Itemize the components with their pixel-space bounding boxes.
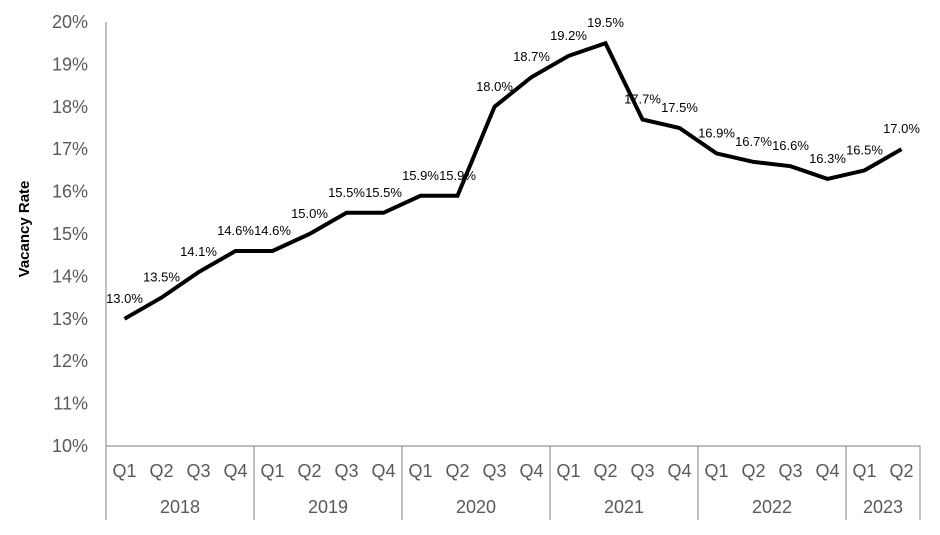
x-tick-label: Q2 <box>889 461 913 481</box>
data-label: 19.5% <box>587 15 624 30</box>
data-labels: 13.0%13.5%14.1%14.6% 14.6%15.0%15.5% 15.5%… <box>106 15 920 306</box>
y-tick-label: 10% <box>52 436 88 456</box>
y-tick-label: 14% <box>52 266 88 286</box>
x-tick-label: Q1 <box>112 461 136 481</box>
data-label: 17.5% <box>661 100 698 115</box>
year-label: 2018 <box>160 497 200 517</box>
x-tick-label: Q3 <box>778 461 802 481</box>
data-label: 18.7% <box>513 49 550 64</box>
x-tick-label: Q2 <box>593 461 617 481</box>
y-tick-label: 12% <box>52 351 88 371</box>
x-tick-label: Q1 <box>852 461 876 481</box>
data-label: 19.2% <box>550 28 587 43</box>
y-tick-label: 11% <box>53 394 88 414</box>
x-tick-label: Q4 <box>815 461 839 481</box>
x-tick-label: Q1 <box>260 461 284 481</box>
series-line <box>123 40 903 321</box>
y-tick-label: 19% <box>52 54 88 74</box>
y-tick-label: 17% <box>52 139 88 159</box>
x-tick-label: Q4 <box>371 461 395 481</box>
data-label: 17.0% <box>883 121 920 136</box>
data-label: 16.3% <box>809 151 846 166</box>
x-tick-label: Q3 <box>186 461 210 481</box>
x-tick-label: Q2 <box>445 461 469 481</box>
x-tick-label: Q1 <box>408 461 432 481</box>
data-label: 15.9% <box>402 168 439 183</box>
data-label: 15.0% <box>291 206 328 221</box>
y-tick-label: 20% <box>52 12 88 32</box>
x-tick-label: Q3 <box>630 461 654 481</box>
year-label: 2022 <box>752 497 792 517</box>
year-label: 2021 <box>604 497 644 517</box>
data-label: 14.6% <box>217 223 254 238</box>
x-tick-label: Q2 <box>297 461 321 481</box>
x-tick-label: Q3 <box>482 461 506 481</box>
x-axis-ticks: Q1 Q2 Q3 Q4 Q1 Q2 Q3 Q4 Q1 Q2 Q3 Q4 Q1 Q2 Q3 Q4 Q1 Q2 Q3 Q4… <box>112 461 913 481</box>
x-tick-label: Q2 <box>741 461 765 481</box>
data-label: 16.5% <box>846 142 883 157</box>
data-label: 16.7% <box>735 134 772 149</box>
data-label: 15.5% <box>328 185 365 200</box>
x-tick-label: Q4 <box>223 461 247 481</box>
data-label: 16.6% <box>772 138 809 153</box>
data-label: 14.6% <box>254 223 291 238</box>
y-axis-ticks: 10% 11% 12% 13% 14% 15% 16% 17% 18% 19% 20% <box>52 12 88 456</box>
year-label: 2020 <box>456 497 496 517</box>
x-tick-label: Q4 <box>519 461 543 481</box>
year-label: 2023 <box>863 497 903 517</box>
y-tick-label: 16% <box>52 182 88 202</box>
data-label: 15.5% <box>365 185 402 200</box>
data-label: 15.9% <box>439 168 476 183</box>
data-label: 16.9% <box>698 125 735 140</box>
x-tick-label: Q4 <box>667 461 691 481</box>
x-axis-year-labels: 2018 2019 2020 2021 2022 2023 <box>160 497 903 517</box>
y-tick-label: 18% <box>52 97 88 117</box>
data-label: 17.7% <box>624 92 661 107</box>
data-label: 13.5% <box>143 270 180 285</box>
x-tick-label: Q1 <box>704 461 728 481</box>
data-label: 18.0% <box>476 79 513 94</box>
data-label: 14.1% <box>180 244 217 259</box>
x-tick-label: Q3 <box>334 461 358 481</box>
y-tick-label: 15% <box>52 224 88 244</box>
x-tick-label: Q1 <box>556 461 580 481</box>
y-axis-label: Vacancy Rate <box>16 181 33 278</box>
x-tick-label: Q2 <box>149 461 173 481</box>
year-label: 2019 <box>308 497 348 517</box>
x-axis-table <box>105 445 921 520</box>
y-tick-label: 13% <box>52 309 88 329</box>
data-label: 13.0% <box>106 291 143 306</box>
